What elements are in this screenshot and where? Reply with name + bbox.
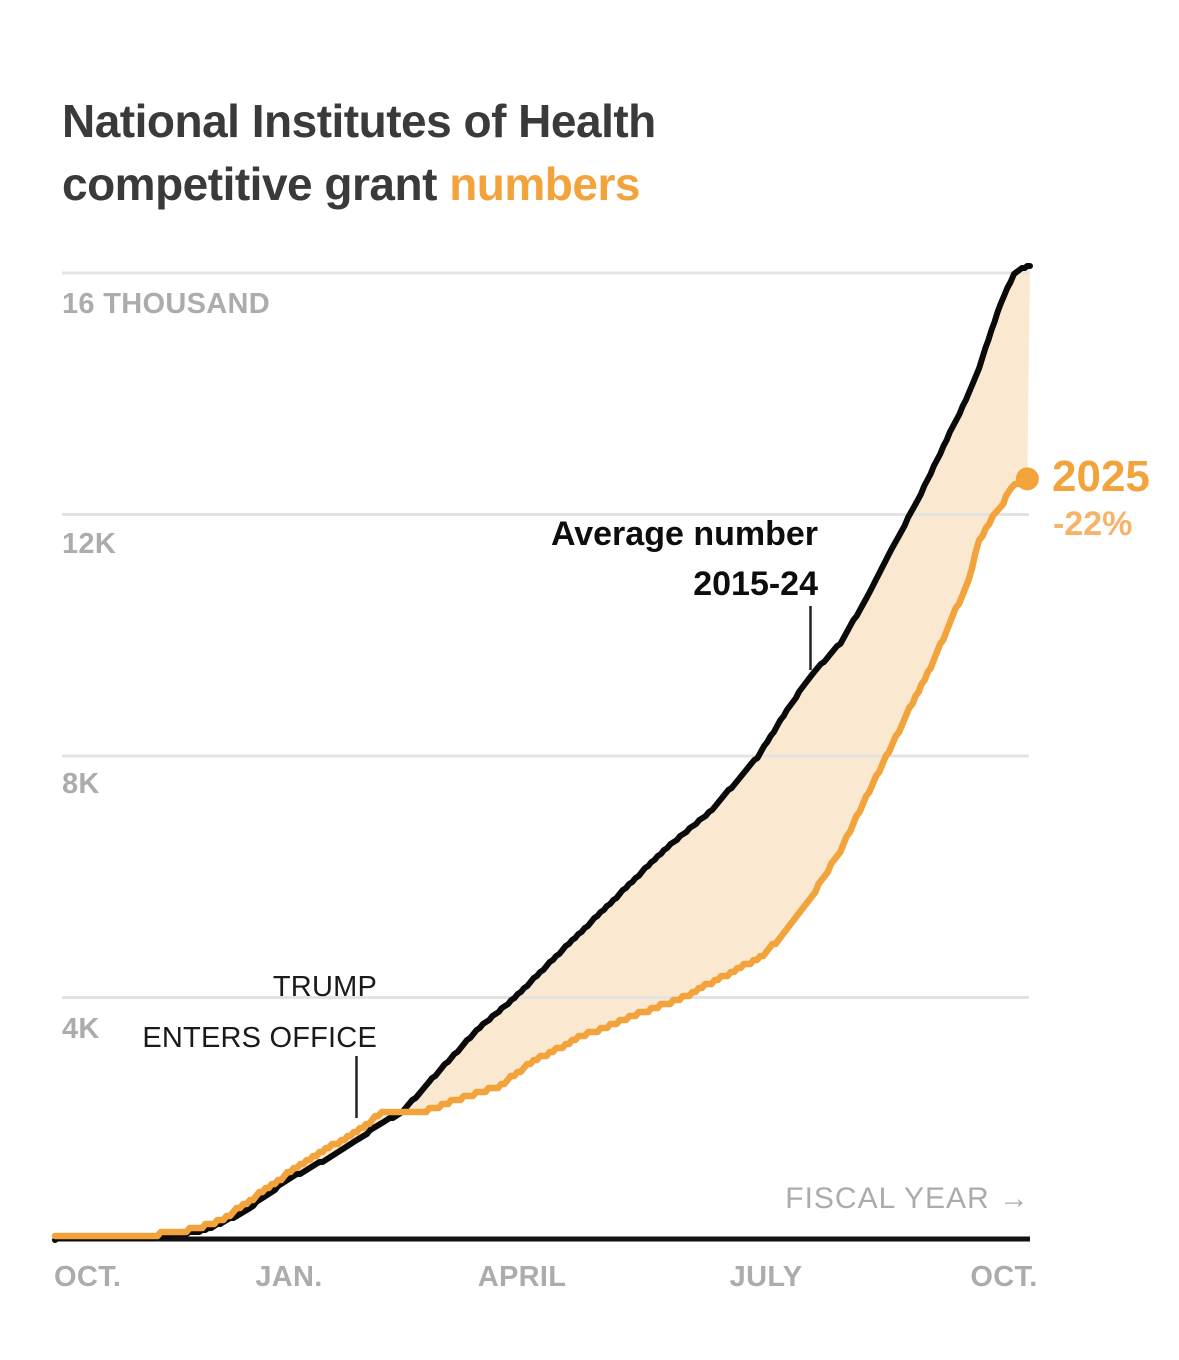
annotation-trump-line2: ENTERS OFFICE [142,1022,377,1054]
page-title: National Institutes of Health competitiv… [62,90,656,216]
x-axis-label-july: JULY [729,1261,803,1293]
x-axis-label-april: APRIL [477,1261,567,1293]
y-axis-label-16k: 16 THOUSAND [62,288,270,320]
x-axis-label-oct-right: OCT. [970,1261,1038,1293]
annotation-average: Average number 2015-24 [551,509,818,609]
title-accent-word: numbers [449,158,640,210]
fiscal-year-axis-label: FISCAL YEAR → [785,1182,1030,1215]
annotation-average-line2: 2015-24 [693,565,818,603]
x-axis-label-oct-left: OCT. [54,1261,122,1293]
title-line2: competitive grant numbers [62,158,640,210]
series-end-change-label: -22% [1053,505,1133,543]
y-axis-label-12k: 12K [62,528,117,560]
series-2025-end-dot [1015,467,1039,491]
y-axis-label-8k: 8K [62,768,100,800]
annotation-trump: TRUMP ENTERS OFFICE [142,962,377,1064]
y-axis-label-4k: 4K [62,1013,100,1045]
series-2025-line [51,476,1031,1240]
x-axis-label-jan: JAN. [255,1261,323,1293]
annotation-average-line1: Average number [550,515,818,553]
title-line1: National Institutes of Health [62,95,656,147]
series-end-label-2025: 2025 [1052,452,1150,501]
annotation-trump-line1: TRUMP [272,971,377,1003]
area-between-curves [55,265,1030,1239]
